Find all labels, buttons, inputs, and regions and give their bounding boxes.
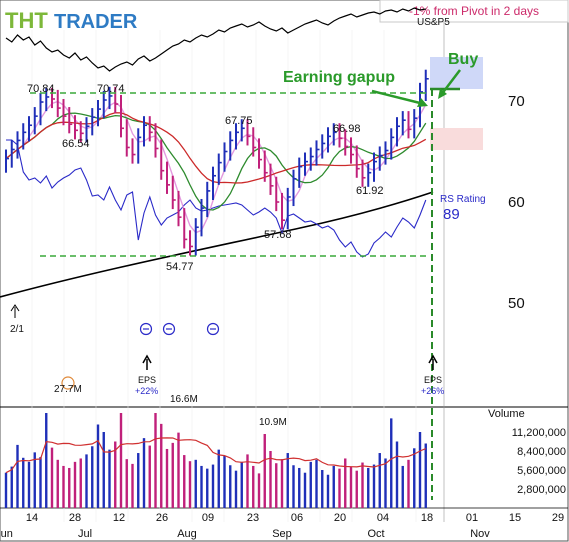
volume-highlight-ring <box>61 376 75 390</box>
earning-gapup-label: Earning gapup <box>283 69 395 86</box>
volume-axis-tick: 2,800,000 <box>517 484 566 496</box>
index-label: US&P5 <box>417 17 450 28</box>
earning-gapup-arrow <box>371 89 425 106</box>
rs-rating-label: RS Rating <box>440 194 486 205</box>
buy-arrowhead <box>438 88 447 99</box>
logo-letters: THT <box>5 8 48 33</box>
x-axis-day-tick: 23 <box>247 512 259 524</box>
price-axis-tick: 70 <box>508 93 525 110</box>
volume-axis-tick: 11,200,000 <box>512 427 566 439</box>
x-axis-month-label: Sep <box>272 528 292 540</box>
caution-zone <box>430 128 483 150</box>
buy-arrow <box>440 69 461 96</box>
x-axis-day-tick: 04 <box>377 512 389 524</box>
long-moving-average <box>0 191 434 298</box>
split-label: 2/1 <box>10 324 24 335</box>
price-label-66-54: 66.54 <box>62 138 90 150</box>
x-axis-day-tick: 28 <box>69 512 81 524</box>
earning-gapup-arrowhead <box>417 98 428 107</box>
gridlines <box>31 30 417 522</box>
x-axis-day-tick: 18 <box>421 512 433 524</box>
minus-circle-icon <box>162 322 176 336</box>
x-axis-day-tick: 06 <box>291 512 303 524</box>
axes: 50 60 70 Volume 11,200,000 8,400,000 5,600,000… <box>0 93 566 540</box>
tht-trader-logo: THT TRADER <box>5 8 138 33</box>
eps-arrow-icon <box>142 354 152 370</box>
x-axis-day-tick: 15 <box>509 512 521 524</box>
index-line <box>5 7 426 72</box>
price-label-54-77: 54.77 <box>166 261 194 273</box>
eps-change-1: +22% <box>135 386 158 396</box>
price-label-66-98: 66.98 <box>333 123 361 135</box>
volume-label-16-6m: 16.6M <box>170 394 198 405</box>
price-axis-tick: 50 <box>508 295 525 312</box>
split-arrow-icon <box>10 304 20 318</box>
volume-bars <box>4 413 427 508</box>
rs-line-path <box>6 139 427 258</box>
rs-rating-value: 89 <box>443 206 460 223</box>
x-axis-day-tick: 26 <box>156 512 168 524</box>
volume-average-line <box>5 437 427 474</box>
x-axis-month-label: Jul <box>78 528 92 540</box>
volume-axis-tick: 8,400,000 <box>517 446 566 458</box>
index-line-path <box>5 7 426 72</box>
minus-circle-icon <box>206 322 220 336</box>
volume-axis-tick: 5,600,000 <box>517 465 566 477</box>
price-label-61-92: 61.92 <box>356 185 384 197</box>
price-label-67-75: 67.75 <box>225 115 253 127</box>
minus-circle-icon <box>139 322 153 336</box>
zones <box>430 57 483 150</box>
x-axis-month-label: Oct <box>367 528 384 540</box>
x-axis-day-tick: 12 <box>113 512 125 524</box>
price-label-57-68: 57.68 <box>264 229 292 241</box>
volume-average <box>5 437 427 474</box>
x-axis-day-tick: 20 <box>334 512 346 524</box>
eps-arrow-icon <box>428 354 438 370</box>
x-axis-day-tick: 01 <box>466 512 478 524</box>
x-axis-month-label: Nov <box>470 528 490 540</box>
volume-axis-label: Volume <box>488 408 525 420</box>
long-ma-path <box>0 191 434 298</box>
eps-label-1: EPS <box>138 375 156 385</box>
price-label-70-74: 70.74 <box>97 83 125 95</box>
banner-box <box>379 0 569 23</box>
price-label-70-84: 70.84 <box>27 83 55 95</box>
banner-text: -1% from Pivot in 2 days <box>409 4 539 18</box>
dividend-markers <box>139 322 220 336</box>
x-axis-month-label: Jun <box>0 528 13 540</box>
price-axis-tick: 60 <box>508 194 525 211</box>
x-axis-month-label: Aug <box>177 528 197 540</box>
buy-label: Buy <box>448 51 478 68</box>
x-axis-day-tick: 09 <box>202 512 214 524</box>
volume-label-27-7m: 27.7M <box>54 384 82 395</box>
rs-line <box>6 139 427 258</box>
eps-change-2: +26% <box>421 386 444 396</box>
volume-label-10-9m: 10.9M <box>259 417 287 428</box>
eps-label-2: EPS <box>424 375 442 385</box>
x-axis-day-tick: 14 <box>26 512 38 524</box>
logo-text: TRADER <box>54 11 138 33</box>
x-axis-day-tick: 29 <box>552 512 564 524</box>
